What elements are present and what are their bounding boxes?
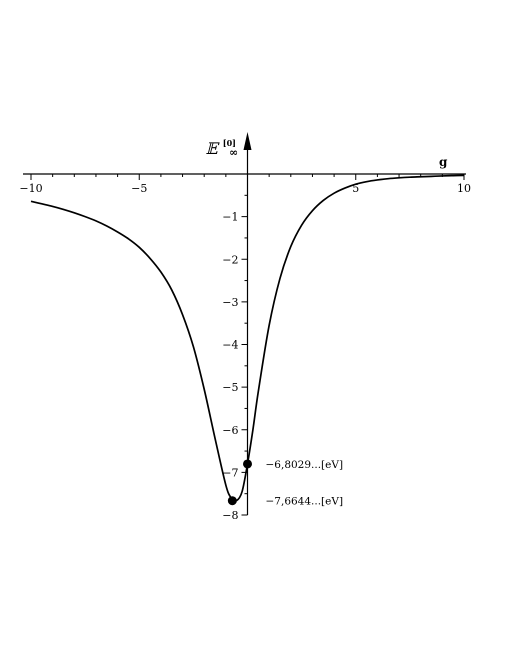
- y-tick-label: −7: [222, 466, 238, 479]
- y-tick-label: −4: [222, 339, 238, 352]
- tick-marks: [30, 174, 465, 516]
- y-axis-label-subscript: ∞: [229, 146, 238, 159]
- y-tick-label: −3: [222, 296, 238, 309]
- y-axis-label: 𝔼 [0] ∞: [206, 131, 242, 159]
- y-tick-label: −1: [222, 211, 238, 224]
- y-axis-label-main: 𝔼: [206, 139, 221, 158]
- annotation-label: −7,6644...[eV]: [266, 496, 344, 508]
- y-tick-label: −2: [222, 253, 238, 266]
- energy-curve: [30, 174, 465, 502]
- x-tick-label: −5: [131, 182, 147, 195]
- y-tick-label: −5: [222, 381, 238, 394]
- y-tick-label: −8: [222, 509, 238, 522]
- annotation-markers: −6,8029...[eV] −7,6644...[eV]: [227, 459, 344, 508]
- y-axis-arrowhead: [243, 132, 252, 150]
- x-tick-label: −10: [19, 182, 42, 195]
- y-axis-label-superscript: [0]: [223, 138, 236, 148]
- annotation-point: [243, 459, 252, 469]
- annotation-label: −6,8029...[eV]: [266, 459, 344, 471]
- x-tick-label: 5: [352, 182, 359, 195]
- annotation-point: [227, 496, 237, 506]
- x-tick-label: 10: [457, 182, 471, 195]
- x-axis-label: g: [439, 155, 448, 169]
- y-tick-label: −6: [222, 424, 238, 437]
- tick-labels: −10 −5 5 10 −1 −2 −3 −4 −5 −6 −7 −8: [19, 182, 471, 522]
